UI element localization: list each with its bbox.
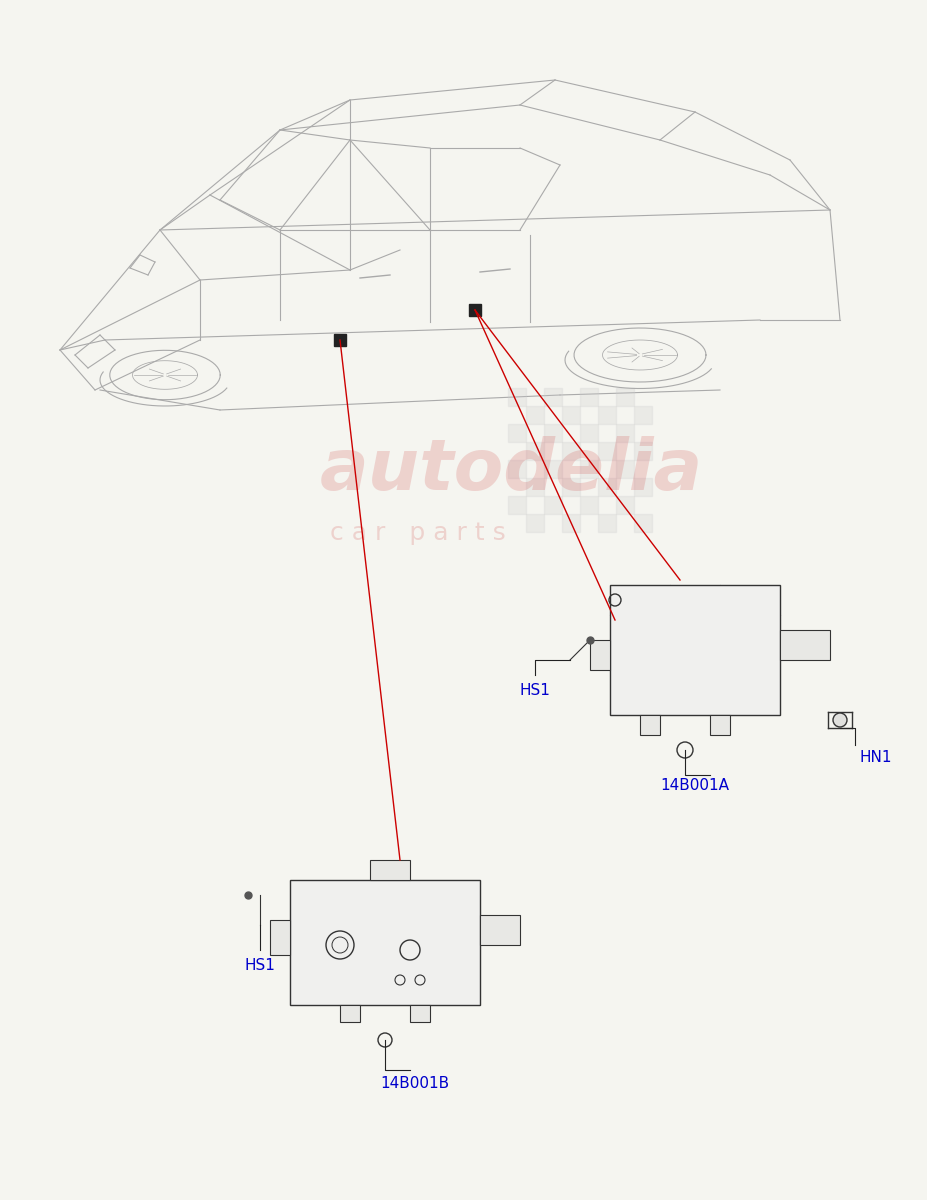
Bar (598, 478, 616, 496)
Bar (562, 478, 580, 496)
Bar (562, 406, 580, 424)
Text: HS1: HS1 (519, 683, 551, 698)
Bar (616, 388, 634, 406)
Polygon shape (410, 1006, 430, 1022)
Bar (562, 442, 580, 460)
Bar (508, 424, 526, 442)
Bar (634, 514, 652, 532)
Bar (598, 406, 616, 424)
Polygon shape (640, 715, 660, 734)
Polygon shape (290, 880, 480, 1006)
Polygon shape (370, 860, 410, 880)
Bar (580, 424, 598, 442)
Bar (508, 496, 526, 514)
Bar (526, 406, 544, 424)
Bar (580, 388, 598, 406)
Text: 14B001B: 14B001B (380, 1076, 450, 1091)
Bar (616, 460, 634, 478)
Bar (634, 478, 652, 496)
Text: c a r   p a r t s: c a r p a r t s (330, 521, 506, 545)
Text: autodelia: autodelia (320, 436, 704, 505)
Polygon shape (590, 640, 610, 670)
Polygon shape (780, 630, 830, 660)
Bar (634, 406, 652, 424)
Bar (544, 496, 562, 514)
Circle shape (833, 713, 847, 727)
Polygon shape (610, 584, 780, 715)
Text: HN1: HN1 (860, 750, 893, 766)
Bar (526, 478, 544, 496)
Polygon shape (480, 914, 520, 946)
Bar (526, 442, 544, 460)
Bar (598, 442, 616, 460)
Polygon shape (340, 1006, 360, 1022)
Bar (544, 424, 562, 442)
Bar (334, 334, 346, 346)
Bar (508, 388, 526, 406)
Bar (580, 496, 598, 514)
Bar (580, 460, 598, 478)
Bar (469, 304, 481, 316)
Bar (544, 388, 562, 406)
Polygon shape (270, 920, 290, 955)
Text: HS1: HS1 (245, 958, 275, 973)
Bar (508, 460, 526, 478)
Bar (616, 424, 634, 442)
Text: 14B001A: 14B001A (661, 778, 730, 793)
Bar (598, 514, 616, 532)
Bar (616, 496, 634, 514)
Bar (526, 514, 544, 532)
Bar (562, 514, 580, 532)
Bar (544, 460, 562, 478)
Polygon shape (710, 715, 730, 734)
Bar (634, 442, 652, 460)
